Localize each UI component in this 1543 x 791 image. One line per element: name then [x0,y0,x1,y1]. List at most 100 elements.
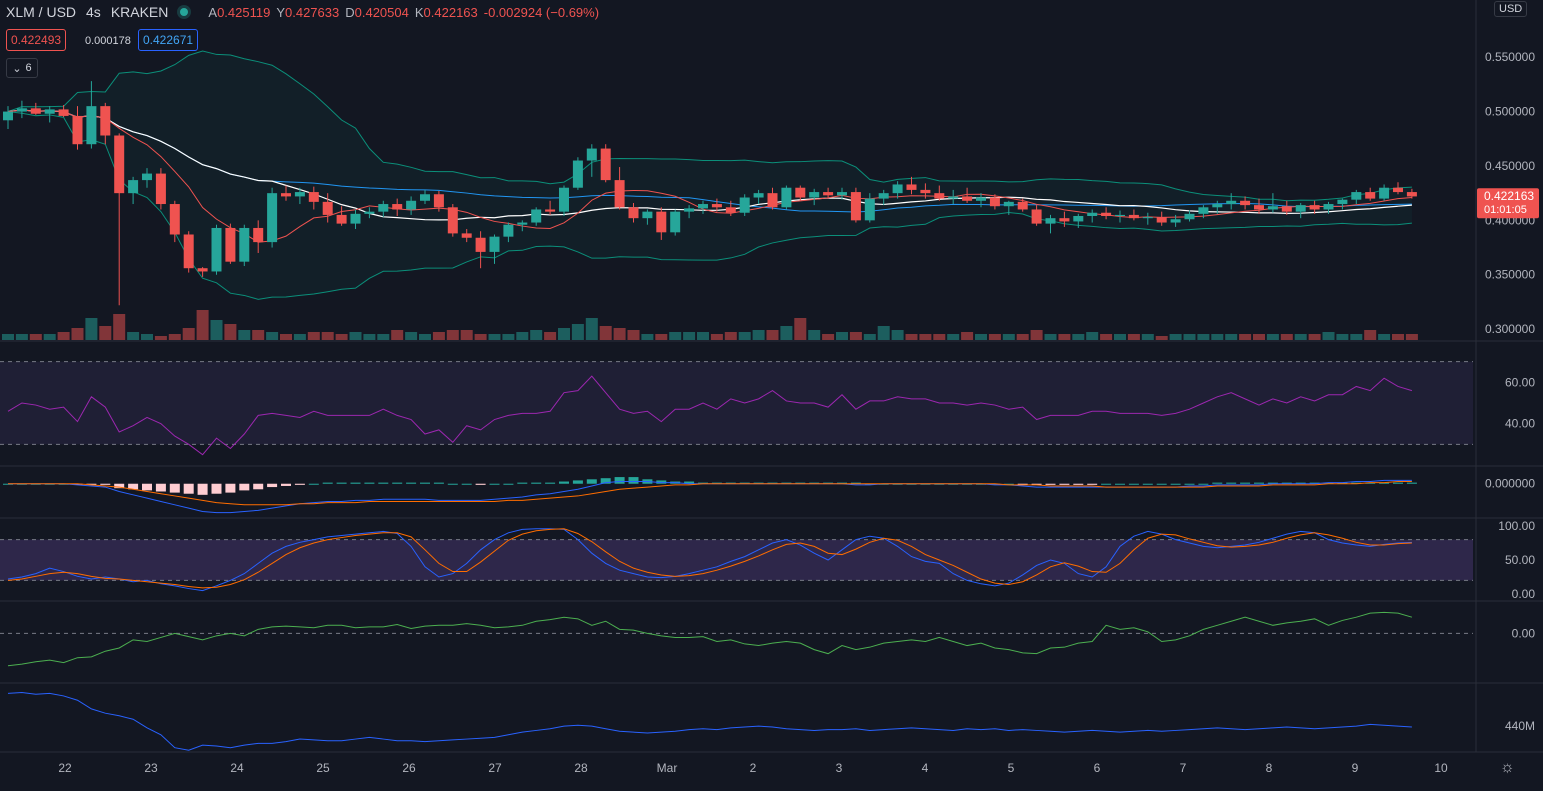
candle-body [725,207,736,213]
volume-bar [1114,334,1126,340]
currency-button[interactable]: USD [1494,1,1528,17]
macd-histogram-bar [586,479,597,484]
candle-body [1406,192,1417,197]
candle-countdown-label: 01:01:05 [1484,204,1527,216]
macd-histogram-bar [1059,483,1070,485]
volume-bar [127,332,140,340]
candle-body [600,148,611,181]
candle-body [30,108,41,114]
volume-bar [919,334,932,340]
candle-body [392,204,403,210]
volume-bar [196,310,209,340]
volume-bar [460,330,473,340]
obv-tick-label: 440M [1505,719,1535,733]
macd-histogram-bar [378,482,389,484]
candle-body [962,196,973,201]
candle-body [44,109,55,114]
candle-body [1142,217,1153,219]
macd-histogram-bar [1212,482,1223,484]
volume-bar [141,334,153,340]
time-axis-label: 10 [1434,761,1448,775]
price-tick-label: 0.300000 [1485,322,1535,336]
macd-histogram-bar [1198,483,1209,485]
macd-histogram-bar [1170,483,1181,485]
macd-histogram-bar [1142,483,1153,485]
volume-bar [1308,334,1321,340]
volume-bar [1127,334,1140,340]
volume-bar [1002,334,1015,340]
macd-histogram-bar [489,483,500,485]
candle-body [517,222,528,225]
indicators-collapse-button[interactable]: ⌄ 6 [6,58,38,78]
macd-signal-line [8,481,1412,506]
candle-body [1128,214,1139,219]
macd-histogram-bar [559,481,569,484]
candle-body [1115,214,1125,216]
candle-body [837,192,847,196]
volume-bar [738,332,751,340]
candle-body [197,268,208,272]
candle-body [225,227,236,262]
time-axis-label: 22 [58,761,72,775]
macd-histogram-bar [1073,483,1084,485]
stochastic-tick-label: 50.00 [1505,553,1535,567]
macd-histogram-bar [420,482,430,484]
volume-bar [224,324,237,340]
volume-bar [1253,334,1265,340]
volume-bar [1392,334,1404,340]
candle-body [1365,192,1376,199]
volume-bar [1280,334,1293,340]
candle-body [1337,199,1348,205]
time-axis-label: 3 [836,761,843,775]
candle-body [711,204,722,208]
candle-body [364,211,375,214]
volume-bar [710,334,723,340]
interval-label[interactable]: 4s [86,4,101,20]
macd-histogram-bar [1101,483,1112,485]
candle-body [531,209,542,223]
time-axis-label: 8 [1266,761,1273,775]
macd-histogram-bar [795,482,806,484]
gear-icon[interactable]: ☼ [1500,759,1515,776]
macd-histogram-bar [128,483,139,490]
macd-histogram-bar [267,483,278,488]
symbol-name[interactable]: XLM / USD [6,4,77,20]
macd-histogram-bar [823,482,834,484]
macd-histogram-bar [1240,482,1251,484]
rsi-tick-label: 40.00 [1505,417,1535,431]
candle-body [1156,217,1167,223]
volume-bar [432,332,445,340]
volume-bar [836,332,848,340]
volume-bar [961,332,974,340]
time-axis-label: 27 [488,761,502,775]
candle-body [1073,216,1084,222]
candle-body [850,192,861,221]
candle-body [878,193,889,199]
candle-body [1254,205,1264,210]
high-label: Y [276,4,285,20]
rsi-band-fill [0,361,1473,445]
macd-histogram-bar [837,482,847,484]
candle-body [823,192,834,196]
volume-bar [29,334,42,340]
candle-body [308,192,319,202]
candle-body [1184,213,1195,220]
volume-bar [947,334,960,340]
candle-body [1351,192,1362,200]
volume-bar [307,332,320,340]
macd-histogram-bar [1393,482,1403,484]
candle-body [489,236,500,252]
time-axis-label: 28 [574,761,588,775]
candle-body [1393,187,1403,193]
rsi-tick-label: 60.00 [1505,375,1535,389]
volume-bar [1016,334,1029,340]
bollinger-upper-line [7,50,1412,202]
volume-bar [71,328,84,340]
volume-bar [655,334,668,340]
volume-bar [849,332,862,340]
rsi-line [7,375,1413,456]
volume-bar [349,332,362,340]
indicator-value-box-red: 0.422493 [6,29,67,51]
candle-body [447,207,458,234]
